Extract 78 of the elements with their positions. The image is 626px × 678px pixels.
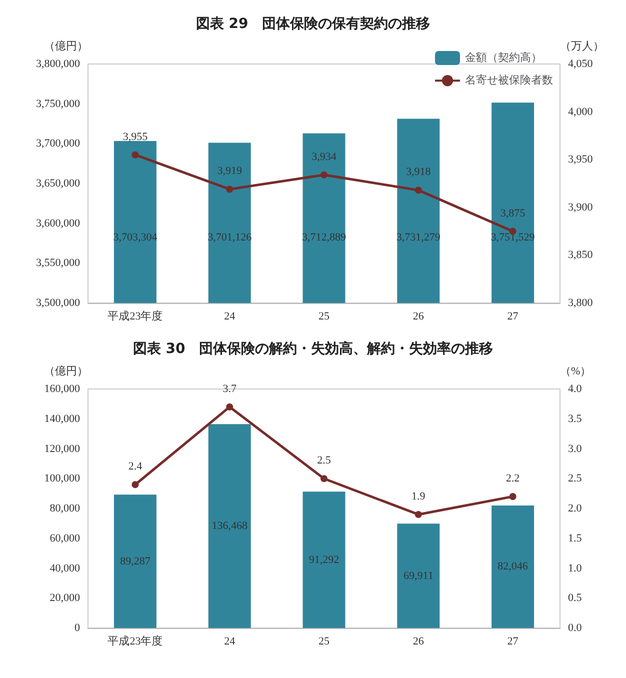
data-label: 3,919 [217, 165, 242, 178]
bar [492, 505, 534, 628]
point [226, 186, 234, 193]
point [320, 475, 328, 482]
bar [114, 494, 156, 628]
y-tick-label: 100,000 [44, 472, 80, 485]
data-label: 136,468 [212, 520, 248, 532]
y2-tick-label: 3.5 [568, 412, 582, 425]
legend-label: 金額（契約高） [465, 51, 542, 64]
y2-axis-title: （%） [560, 366, 592, 378]
x-tick-label: 27 [507, 310, 519, 322]
point [414, 510, 422, 518]
data-label: 1.9 [412, 490, 426, 502]
y2-tick-label: 4,050 [568, 58, 594, 70]
data-label: 2.2 [506, 472, 520, 485]
y-axis-title: （億円） [44, 364, 88, 378]
data-label: 3,955 [122, 130, 148, 143]
data-label: 69,911 [403, 570, 434, 582]
data-label: 3,875 [500, 207, 526, 220]
data-label: 2.5 [317, 454, 332, 467]
x-tick-label: 平成23年度 [108, 634, 163, 648]
y-tick-label: 60,000 [50, 532, 80, 544]
y-tick-label: 140,000 [44, 412, 80, 425]
y2-tick-label: 2.0 [568, 502, 582, 514]
data-label: 91,292 [308, 554, 340, 566]
y2-tick-label: 3,900 [568, 201, 594, 214]
bar [302, 492, 346, 628]
x-tick-label: 27 [507, 636, 519, 648]
data-label: 82,046 [498, 560, 528, 573]
y2-tick-label: 4.0 [568, 383, 582, 395]
y-tick-label: 3,600,000 [36, 217, 80, 230]
x-tick-label: 24 [224, 310, 236, 322]
y2-axis-title: （万人） [560, 40, 604, 52]
y-tick-label: 3,500,000 [36, 297, 80, 309]
chart-title: 図表 30 団体保険の解約・失効高、解約・失効率の推移 [132, 340, 494, 357]
x-tick-label: 25 [318, 310, 330, 322]
y-tick-label: 3,650,000 [36, 178, 80, 190]
y2-tick-label: 4,000 [568, 106, 594, 118]
data-label: 2.4 [128, 460, 143, 473]
y-tick-label: 120,000 [44, 442, 80, 455]
y2-tick-label: 2.5 [568, 472, 582, 485]
data-label: 3,934 [312, 150, 337, 163]
y2-tick-label: 0.0 [568, 622, 582, 634]
point [132, 481, 139, 488]
y2-tick-label: 3,850 [568, 249, 594, 262]
y-tick-label: 0 [74, 622, 80, 634]
y2-tick-label: 3,950 [568, 154, 594, 166]
y-tick-label: 3,550,000 [36, 257, 80, 270]
x-tick-label: 平成23年度 [108, 310, 163, 322]
y2-tick-label: 0.5 [568, 592, 582, 604]
y-tick-label: 3,700,000 [36, 138, 80, 150]
y-tick-label: 160,000 [44, 383, 80, 395]
point [414, 186, 422, 194]
data-label: 3,918 [406, 166, 432, 178]
data-label: 89,287 [120, 555, 151, 568]
data-label: 3.7 [222, 382, 237, 395]
y-tick-label: 3,750,000 [36, 98, 80, 110]
point [226, 403, 234, 410]
point [132, 151, 139, 158]
y-axis-title: （億円） [44, 40, 88, 52]
chart-title: 図表 29 団体保険の保有契約の推移 [196, 16, 430, 32]
y-tick-label: 80,000 [50, 502, 80, 514]
point [320, 171, 328, 178]
y-tick-label: 40,000 [50, 562, 80, 574]
bar [208, 424, 251, 628]
x-tick-label: 24 [224, 636, 236, 648]
x-tick-label: 25 [318, 636, 330, 648]
y2-tick-label: 3.0 [568, 442, 582, 455]
bar [397, 524, 440, 628]
x-tick-label: 26 [412, 636, 424, 648]
y-tick-label: 20,000 [50, 592, 80, 604]
point [509, 493, 516, 500]
legend-label: 名寄せ被保険者数 [465, 74, 553, 87]
y2-tick-label: 1.0 [568, 562, 582, 574]
y2-tick-label: 3,800 [568, 297, 594, 309]
x-tick-label: 26 [412, 310, 424, 322]
y-tick-label: 3,800,000 [36, 58, 80, 70]
y2-tick-label: 1.5 [568, 532, 582, 544]
